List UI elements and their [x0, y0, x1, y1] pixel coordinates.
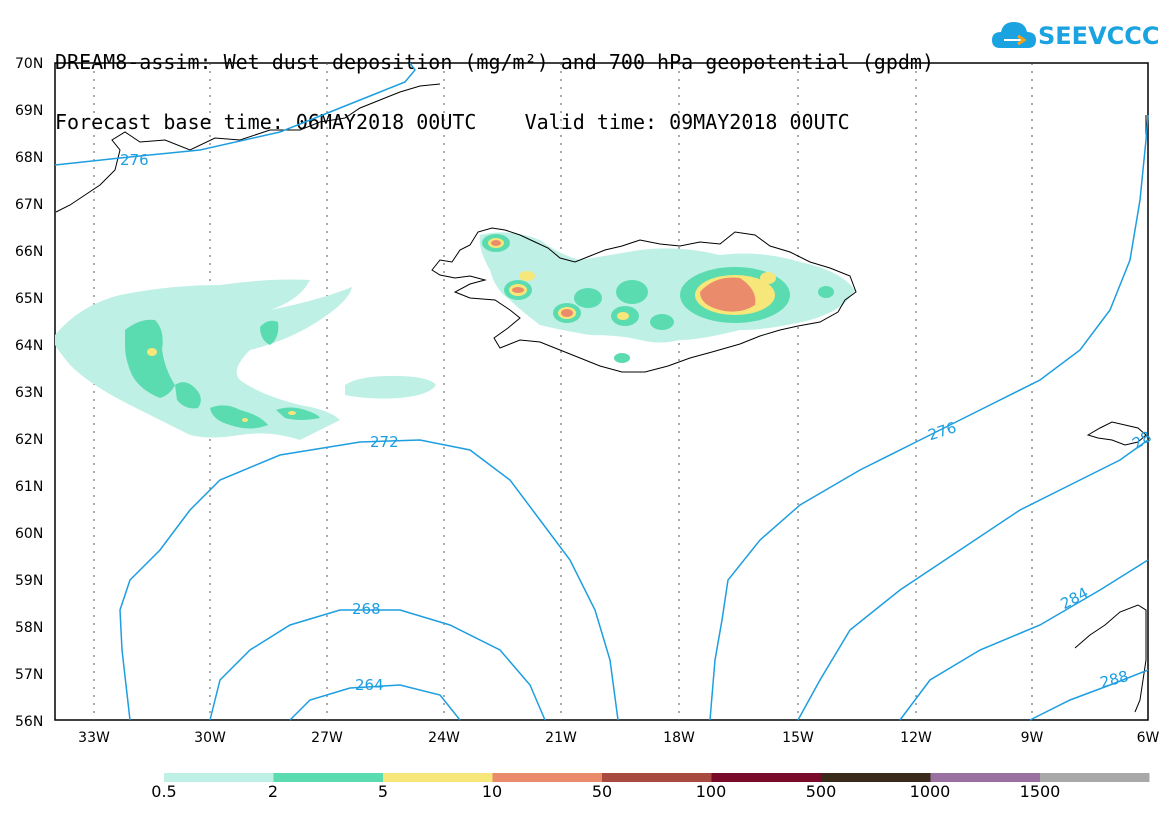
lat-label: 58N	[15, 620, 43, 636]
colorbar-swatch	[930, 773, 1040, 782]
lon-label: 18W	[663, 730, 695, 746]
seevccc-logo: SEEVCCC	[990, 18, 1160, 58]
colorbar-label: 10	[481, 782, 503, 801]
colorbar-label: 1500	[1019, 782, 1061, 801]
lat-label: 57N	[15, 667, 43, 683]
lon-label: 9W	[1021, 730, 1044, 746]
lon-label: 27W	[311, 730, 343, 746]
map-title: DREAM8-assim: Wet dust deposition (mg/m²…	[55, 12, 934, 152]
colorbar-label: 1000	[909, 782, 951, 801]
lon-label: 6W	[1137, 730, 1160, 746]
dust-deposition-iceland	[479, 232, 855, 363]
dust-deposition-west	[55, 279, 436, 440]
colorbar	[164, 773, 1150, 782]
colorbar-label: 0.5	[151, 782, 177, 801]
colorbar-swatch	[711, 773, 821, 782]
lat-label: 64N	[15, 338, 43, 354]
lon-label: 15W	[782, 730, 814, 746]
contour-label: 276	[120, 151, 149, 169]
lon-label: 12W	[900, 730, 932, 746]
colorbar-label: 50	[591, 782, 613, 801]
title-line-1: DREAM8-assim: Wet dust deposition (mg/m²…	[55, 50, 934, 74]
latitude-labels: 70N 69N 68N 67N 66N 65N 64N 63N 62N 61N …	[15, 56, 43, 730]
lat-label: 60N	[15, 526, 43, 542]
colorbar-label: 100	[695, 782, 727, 801]
colorbar-swatch	[383, 773, 493, 782]
coastlines	[55, 83, 1147, 713]
colorbar-swatch	[821, 773, 931, 782]
lat-label: 65N	[15, 291, 43, 307]
cloud-icon	[992, 22, 1036, 48]
lon-label: 21W	[545, 730, 577, 746]
lon-label: 30W	[194, 730, 226, 746]
lat-label: 63N	[15, 385, 43, 401]
colorbar-swatch	[492, 773, 602, 782]
logo-text: SEEVCCC	[1038, 22, 1160, 50]
contour-label: 264	[355, 676, 384, 694]
lat-label: 69N	[15, 103, 43, 119]
colorbar-label: 5	[377, 782, 389, 801]
lat-label: 61N	[15, 479, 43, 495]
lat-label: 66N	[15, 244, 43, 260]
map-frame	[54, 62, 1149, 721]
contour-label: 268	[352, 600, 381, 618]
colorbar-label: 500	[805, 782, 837, 801]
colorbar-swatch	[1040, 773, 1150, 782]
colorbar-swatch	[164, 773, 274, 782]
lat-label: 67N	[15, 197, 43, 213]
lat-label: 59N	[15, 573, 43, 589]
lat-label: 62N	[15, 432, 43, 448]
lat-label: 70N	[15, 56, 43, 72]
colorbar-swatch	[273, 773, 383, 782]
contour-label: 284	[1058, 584, 1092, 613]
geopotential-contours	[54, 62, 1149, 721]
lat-label: 56N	[15, 714, 43, 730]
contour-label: 276	[926, 418, 959, 444]
lon-label: 24W	[428, 730, 460, 746]
title-line-2: Forecast base time: 06MAY2018 00UTC Vali…	[55, 110, 850, 134]
contour-label: 272	[370, 433, 399, 451]
contour-label: 28	[1129, 428, 1155, 453]
lat-label: 68N	[15, 150, 43, 166]
contour-label: 288	[1098, 667, 1130, 692]
longitude-labels: 33W 30W 27W 24W 21W 18W 15W 12W 9W 6W	[78, 730, 1159, 746]
lon-label: 33W	[78, 730, 110, 746]
colorbar-swatch	[602, 773, 712, 782]
colorbar-label: 2	[267, 782, 279, 801]
